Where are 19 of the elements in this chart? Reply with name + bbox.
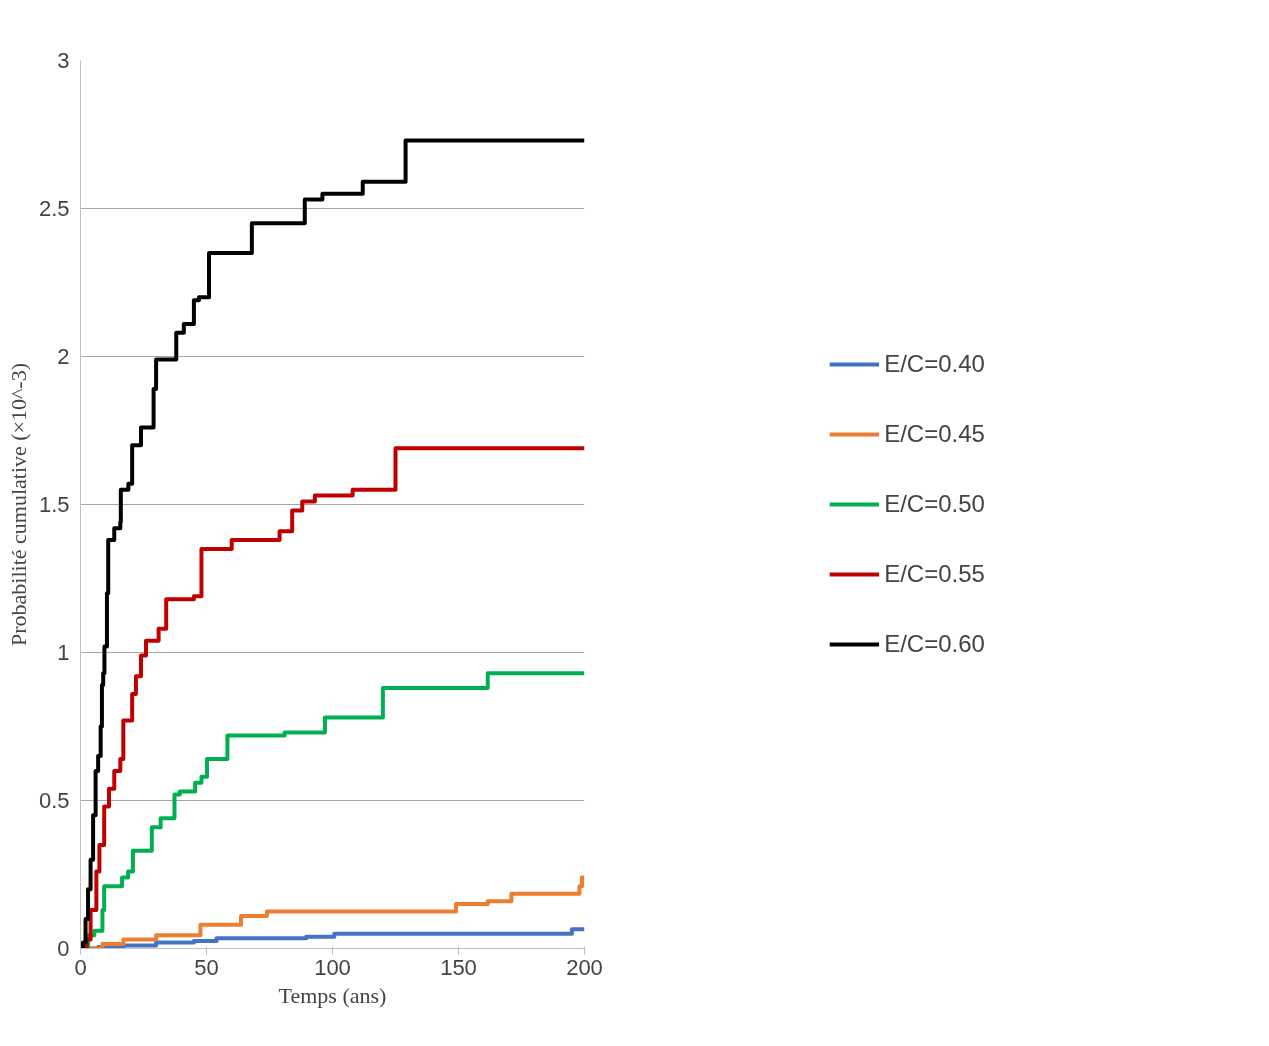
x-tick-label: 0 [74, 954, 87, 980]
y-tick-label: 1 [57, 640, 70, 665]
y-tick-label: 1.5 [38, 492, 70, 517]
y-tick-label: 0 [57, 936, 70, 961]
x-axis-title: Temps (ans) [278, 982, 387, 1008]
x-tick-label: 150 [440, 954, 477, 980]
x-tick-label: 50 [194, 954, 219, 980]
y-tick-label: 3 [57, 48, 70, 73]
legend-label: E/C=0.55 [884, 559, 985, 589]
y-tick-label: 2.5 [38, 196, 70, 221]
y-tick-label: 2 [57, 344, 70, 369]
legend-label: E/C=0.45 [884, 419, 985, 449]
y-tick-label: 0.5 [38, 788, 70, 813]
x-tick-label: 100 [314, 954, 351, 980]
legend-label: E/C=0.60 [884, 629, 985, 659]
y-axis-title: Probabilité cumulative (×10^-3) [5, 363, 31, 646]
legend-label: E/C=0.50 [884, 489, 985, 519]
x-tick-label: 200 [566, 954, 603, 980]
legend-label: E/C=0.40 [884, 349, 985, 379]
